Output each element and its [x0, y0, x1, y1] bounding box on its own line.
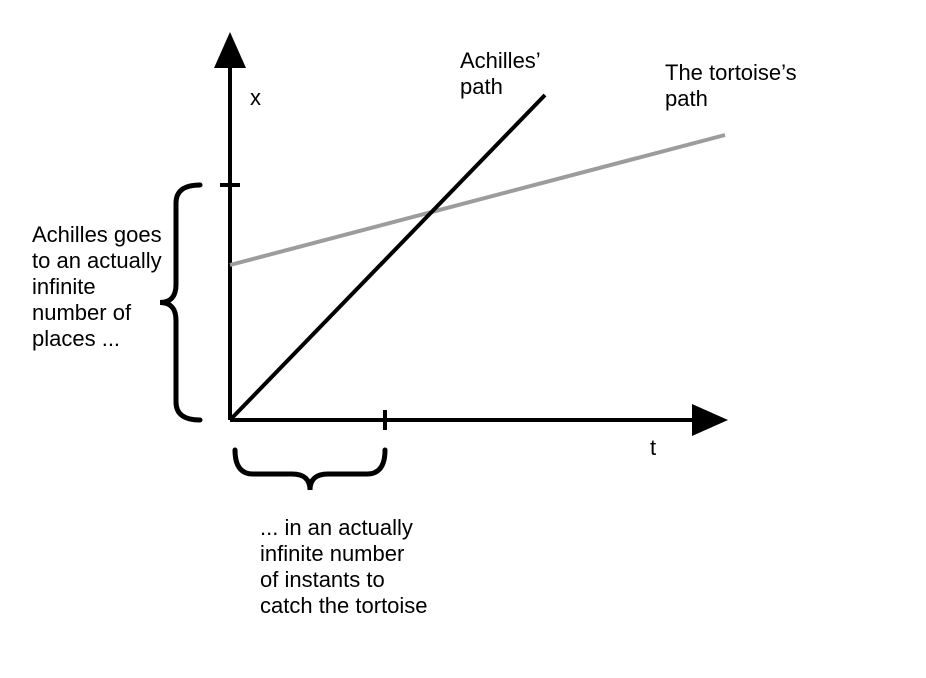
achilles-path-label: Achilles’ path [460, 48, 546, 99]
x-axis-label: t [650, 435, 656, 460]
left-annotation: Achilles goes to an actually infinite nu… [32, 222, 168, 351]
bottom-curly-brace [235, 450, 385, 490]
tortoise-path-line [230, 135, 725, 265]
left-curly-brace [160, 185, 200, 420]
bottom-annotation: ... in an actually infinite number of in… [260, 515, 428, 618]
tortoise-path-label: The tortoise’s path [665, 60, 803, 111]
y-axis-label: x [250, 85, 261, 110]
achilles-path-line [230, 95, 545, 420]
zeno-diagram: x t Achilles’ path The tortoise’s path A… [0, 0, 926, 678]
